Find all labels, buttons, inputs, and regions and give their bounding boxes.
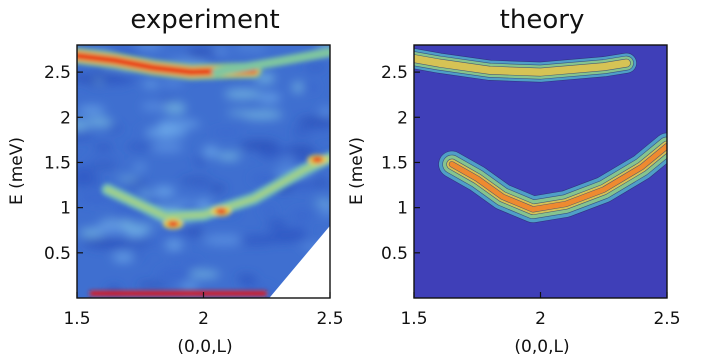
theory-x-tick-label: 2 [535, 309, 546, 329]
theory-panel: theory 1.5 2 2.5 0.5 1 1.5 2 2.5 (0,0,L) E (meV… [347, 5, 681, 357]
experiment-x-tick-label: 2 [198, 309, 209, 329]
theory-y-axis-label: E (meV) [347, 137, 367, 205]
experiment-y-tick-label: 2.5 [44, 63, 71, 83]
experiment-panel: experiment 1.5 2 2.5 0.5 1 1.5 2 2.5 (0,0,L) E … [7, 5, 344, 357]
experiment-feature-spot-3 [311, 156, 324, 163]
theory-x-tick-label: 1.5 [400, 309, 427, 329]
theory-x-axis-label: (0,0,L) [514, 337, 569, 357]
experiment-masked-region [269, 225, 330, 298]
experiment-title: experiment [130, 5, 279, 35]
theory-plot-area [414, 45, 667, 298]
theory-x-tick-label: 2.5 [653, 309, 680, 329]
experiment-y-axis-label: E (meV) [7, 137, 27, 205]
experiment-x-tick-label: 1.5 [63, 309, 90, 329]
theory-y-tick-label: 1.5 [381, 153, 408, 173]
experiment-x-axis-label: (0,0,L) [177, 337, 232, 357]
experiment-y-tick-label: 2 [60, 108, 71, 128]
experiment-y-tick-label: 0.5 [44, 244, 71, 264]
experiment-plot-area [77, 45, 330, 298]
theory-y-tick-label: 1 [397, 199, 408, 219]
theory-y-tick-label: 0.5 [381, 244, 408, 264]
theory-branch-0-level-3 [414, 54, 631, 76]
experiment-axes: 1.5 2 2.5 0.5 1 1.5 2 2.5 [44, 63, 344, 329]
experiment-y-tick-label: 1.5 [44, 153, 71, 173]
experiment-feature-weak-band-1 [211, 47, 330, 77]
theory-y-tick-label: 2.5 [381, 63, 408, 83]
theory-title: theory [500, 5, 585, 35]
theory-axes: 1.5 2 2.5 0.5 1 1.5 2 2.5 [381, 63, 681, 329]
experiment-y-tick-label: 1 [60, 199, 71, 219]
theory-y-tick-label: 2 [397, 108, 408, 128]
theory-branch-1-level-4 [449, 143, 667, 212]
experiment-feature-spot-4 [215, 208, 228, 215]
experiment-x-tick-label: 2.5 [316, 309, 343, 329]
experiment-feature-mode-2-core [105, 155, 330, 219]
experiment-feature-spot-5 [167, 220, 180, 227]
